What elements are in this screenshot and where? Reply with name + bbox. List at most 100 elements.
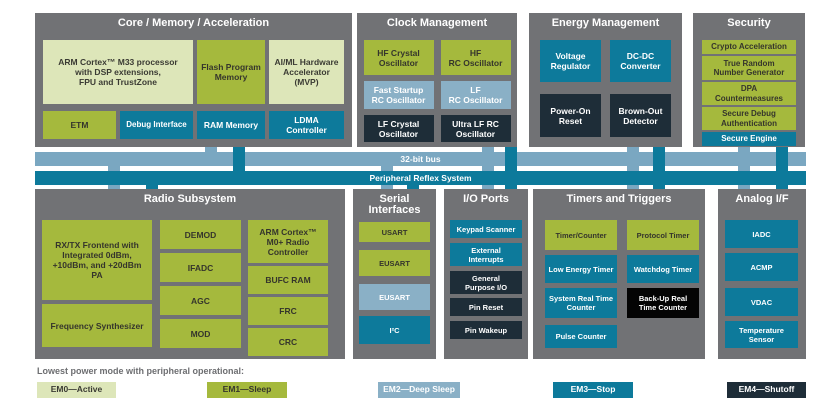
box-arm-cortex-m33: ARM Cortex™ M33 processor with DSP exten… [43, 40, 193, 104]
box-crypto-acceleration: Crypto Acceleration [702, 40, 796, 54]
box-hf-rc-oscillator: HF RC Oscillator [440, 40, 511, 75]
block-title-io: I/O Ports [463, 193, 509, 205]
box-frequency-synthesizer: Frequency Synthesizer [42, 304, 152, 347]
box-debug-interface: Debug Interface [120, 111, 193, 139]
bus-32bit: 32-bit bus [35, 152, 806, 166]
box-backup-real-time-counter: Back-Up Real Time Counter [627, 288, 699, 318]
legend-em0-active: EM0—Active [37, 382, 116, 398]
box-hf-crystal-oscillator: HF Crystal Oscillator [363, 40, 434, 75]
bus-peripheral-reflex-system: Peripheral Reflex System [35, 171, 806, 185]
block-security: Security Crypto Acceleration True Random… [693, 13, 805, 147]
box-demod: DEMOD [160, 220, 241, 249]
box-ram-memory: RAM Memory [197, 111, 265, 139]
legend-em2-deep-sleep: EM2—Deep Sleep [378, 382, 460, 398]
bus-connector-clock-prs [505, 147, 517, 171]
bus-connector-energy-32bit [627, 147, 639, 152]
radio-col-modem: DEMOD IFADC AGC MOD [160, 220, 241, 356]
block-title-timers: Timers and Triggers [566, 193, 672, 205]
box-i2c: I²C [359, 316, 430, 344]
bus-connector-security-prs [776, 147, 788, 171]
block-analog-if: Analog I/F IADC ACMP VDAC Temperature Se… [718, 189, 806, 359]
block-energy-management: Energy Management Voltage Regulator DC-D… [529, 13, 682, 147]
box-true-random-number-generator: True Random Number Generator [702, 56, 796, 80]
block-core-memory-acceleration: Core / Memory / Acceleration ARM Cortex™… [35, 13, 352, 147]
box-rxtx-frontend: RX/TX Frontend with Integrated 0dBm, +10… [42, 220, 152, 300]
bus-connector-clock-32bit [482, 147, 494, 152]
box-brown-out-detector: Brown-Out Detector [610, 94, 671, 137]
box-eusart-2: EUSART [359, 284, 430, 310]
block-title-radio: Radio Subsystem [143, 193, 237, 205]
box-pulse-counter: Pulse Counter [545, 325, 617, 348]
radio-col-frontend: RX/TX Frontend with Integrated 0dBm, +10… [42, 220, 152, 356]
box-ldma-controller: LDMA Controller [269, 111, 344, 139]
box-dcdc-converter: DC-DC Converter [610, 40, 671, 82]
bus-connector-energy-prs [653, 147, 665, 171]
block-title-security: Security [727, 17, 771, 29]
box-external-interrupts: External Interrupts [450, 243, 522, 266]
bus-connector-core-32bit [205, 147, 217, 152]
bus-connector-radio-prs [146, 185, 158, 189]
box-acmp: ACMP [725, 253, 798, 281]
box-crc: CRC [248, 328, 328, 356]
box-low-energy-timer: Low Energy Timer [545, 255, 617, 283]
legend-em4-shutoff: EM4—Shutoff [727, 382, 806, 398]
timers-columns: Timer/Counter Low Energy Timer System Re… [533, 220, 705, 348]
box-mod: MOD [160, 319, 241, 348]
legend-em1-sleep: EM1—Sleep [207, 382, 287, 398]
block-clock-management: Clock Management HF Crystal Oscillator H… [357, 13, 517, 147]
box-arm-cortex-m0-radio-controller: ARM Cortex™ M0+ Radio Controller [248, 220, 328, 263]
box-keypad-scanner: Keypad Scanner [450, 220, 522, 238]
box-ultra-lf-rc-oscillator: Ultra LF RC Oscillator [440, 115, 511, 142]
box-lf-crystal-oscillator: LF Crystal Oscillator [363, 115, 434, 142]
analog-stack: IADC ACMP VDAC Temperature Sensor [718, 220, 806, 348]
bus-connector-timers-prs [653, 185, 665, 189]
box-etm: ETM [43, 111, 116, 139]
box-frc: FRC [248, 297, 328, 325]
box-lf-rc-oscillator: LF RC Oscillator [440, 81, 511, 109]
box-aiml-accelerator: AI/ML Hardware Accelerator (MVP) [269, 40, 344, 104]
bus-connector-analog-prs [776, 185, 788, 189]
block-title-core: Core / Memory / Acceleration [117, 17, 270, 29]
box-usart: USART [359, 222, 430, 242]
block-title-energy: Energy Management [551, 17, 660, 29]
legend-heading: Lowest power mode with peripheral operat… [37, 366, 245, 376]
box-protocol-timer: Protocol Timer [627, 220, 699, 250]
box-flash-program-memory: Flash Program Memory [197, 40, 265, 104]
radio-col-controller: ARM Cortex™ M0+ Radio Controller BUFC RA… [248, 220, 328, 356]
bus-connector-serial-prs [407, 185, 419, 189]
radio-columns: RX/TX Frontend with Integrated 0dBm, +10… [35, 220, 345, 356]
box-secure-debug-authentication: Secure Debug Authentication [702, 107, 796, 130]
bus-connector-io-prs [505, 185, 517, 189]
box-pin-wakeup: Pin Wakeup [450, 321, 522, 339]
io-stack: Keypad Scanner External Interrupts Gener… [444, 220, 528, 339]
box-eusart-1: EUSART [359, 250, 430, 276]
box-power-on-reset: Power-On Reset [540, 94, 601, 137]
security-column: Crypto Acceleration True Random Number G… [693, 40, 805, 146]
core-grid: ARM Cortex™ M33 processor with DSP exten… [35, 40, 352, 139]
box-pin-reset: Pin Reset [450, 298, 522, 316]
timers-col-2: Protocol Timer Watchdog Timer Back-Up Re… [627, 220, 699, 348]
block-radio-subsystem: Radio Subsystem RX/TX Frontend with Inte… [35, 189, 345, 359]
legend-em3-stop: EM3—Stop [553, 382, 633, 398]
box-secure-engine: Secure Engine [702, 132, 796, 146]
box-agc: AGC [160, 286, 241, 315]
timers-col-1: Timer/Counter Low Energy Timer System Re… [545, 220, 617, 348]
box-fast-startup-rc-oscillator: Fast Startup RC Oscillator [363, 81, 434, 109]
box-general-purpose-io: General Purpose I/O [450, 271, 522, 294]
box-dpa-countermeasures: DPA Countermeasures [702, 82, 796, 105]
box-watchdog-timer: Watchdog Timer [627, 255, 699, 283]
box-iadc: IADC [725, 220, 798, 248]
bus-connector-core-prs [233, 147, 245, 171]
bus-connector-security-32bit [738, 147, 750, 152]
box-bufc-ram: BUFC RAM [248, 266, 328, 294]
box-vdac: VDAC [725, 288, 798, 316]
clock-grid: HF Crystal Oscillator HF RC Oscillator F… [357, 40, 517, 142]
energy-grid: Voltage Regulator DC-DC Converter Power-… [529, 40, 682, 137]
box-timer-counter: Timer/Counter [545, 220, 617, 250]
block-title-clock: Clock Management [386, 17, 488, 29]
box-temperature-sensor: Temperature Sensor [725, 321, 798, 348]
block-serial-interfaces: Serial Interfaces USART EUSART EUSART I²… [353, 189, 436, 359]
block-io-ports: I/O Ports Keypad Scanner External Interr… [444, 189, 528, 359]
box-system-real-time-counter: System Real Time Counter [545, 288, 617, 318]
